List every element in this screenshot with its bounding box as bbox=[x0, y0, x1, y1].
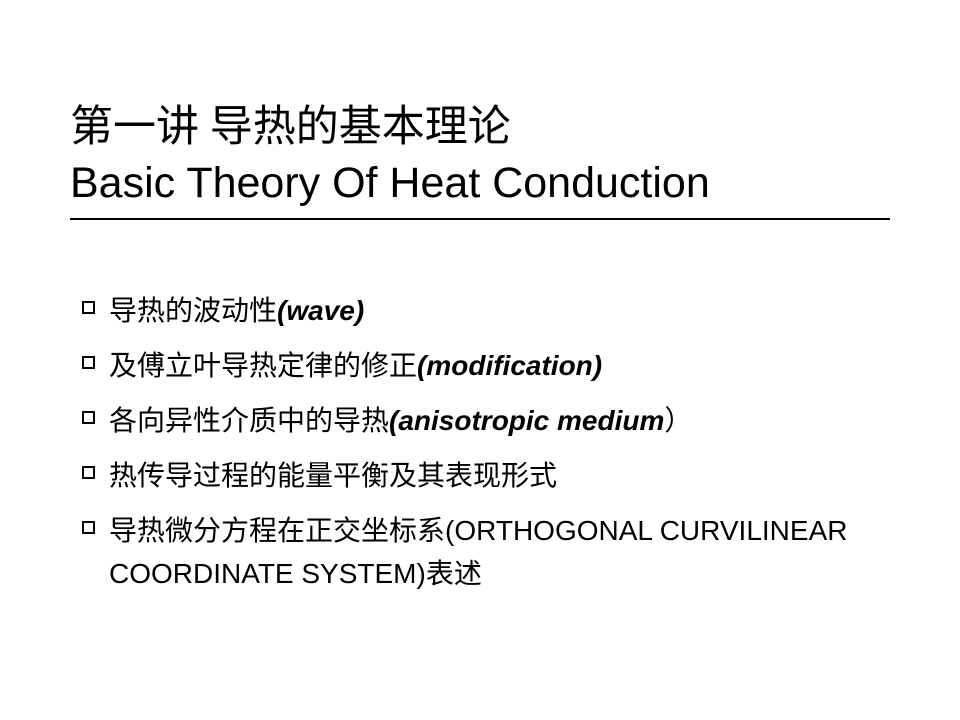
square-bullet-icon bbox=[82, 301, 95, 314]
list-item: 及傅立叶导热定律的修正(modification) bbox=[82, 345, 890, 388]
bullet-en: (wave) bbox=[277, 295, 364, 326]
title-block: 第一讲 导热的基本理论 Basic Theory Of Heat Conduct… bbox=[70, 100, 890, 220]
bullet-cn-prefix: 导热微分方程在正交坐标系 bbox=[109, 516, 445, 547]
square-bullet-icon bbox=[82, 521, 95, 534]
bullet-cn-suffix: 表述 bbox=[426, 559, 482, 590]
list-item: 导热的波动性(wave) bbox=[82, 290, 890, 333]
square-bullet-icon bbox=[82, 466, 95, 479]
bullet-text: 导热的波动性(wave) bbox=[109, 290, 364, 333]
slide: 第一讲 导热的基本理论 Basic Theory Of Heat Conduct… bbox=[0, 0, 960, 720]
list-item: 各向异性介质中的导热(anisotropic medium） bbox=[82, 400, 890, 443]
bullet-cn-suffix: ） bbox=[664, 406, 692, 437]
list-item: 热传导过程的能量平衡及其表现形式 bbox=[82, 455, 890, 498]
title-line-cn: 第一讲 导热的基本理论 bbox=[70, 100, 890, 156]
title-underline bbox=[70, 218, 890, 220]
content-list: 导热的波动性(wave) 及傅立叶导热定律的修正(modification) 各… bbox=[70, 290, 890, 596]
title-line-en: Basic Theory Of Heat Conduction bbox=[70, 156, 890, 212]
bullet-en: (modification) bbox=[417, 350, 602, 381]
square-bullet-icon bbox=[82, 356, 95, 369]
bullet-text: 导热微分方程在正交坐标系(ORTHOGONAL CURVILINEAR COOR… bbox=[109, 510, 890, 596]
bullet-text: 各向异性介质中的导热(anisotropic medium） bbox=[109, 400, 692, 443]
bullet-cn-prefix: 热传导过程的能量平衡及其表现形式 bbox=[109, 461, 557, 492]
square-bullet-icon bbox=[82, 411, 95, 424]
bullet-cn-prefix: 各向异性介质中的导热 bbox=[109, 406, 389, 437]
bullet-cn-prefix: 导热的波动性 bbox=[109, 296, 277, 327]
bullet-text: 及傅立叶导热定律的修正(modification) bbox=[109, 345, 602, 388]
bullet-en: (anisotropic medium bbox=[389, 405, 664, 436]
bullet-cn-prefix: 及傅立叶导热定律的修正 bbox=[109, 351, 417, 382]
bullet-text: 热传导过程的能量平衡及其表现形式 bbox=[109, 455, 557, 498]
list-item: 导热微分方程在正交坐标系(ORTHOGONAL CURVILINEAR COOR… bbox=[82, 510, 890, 596]
